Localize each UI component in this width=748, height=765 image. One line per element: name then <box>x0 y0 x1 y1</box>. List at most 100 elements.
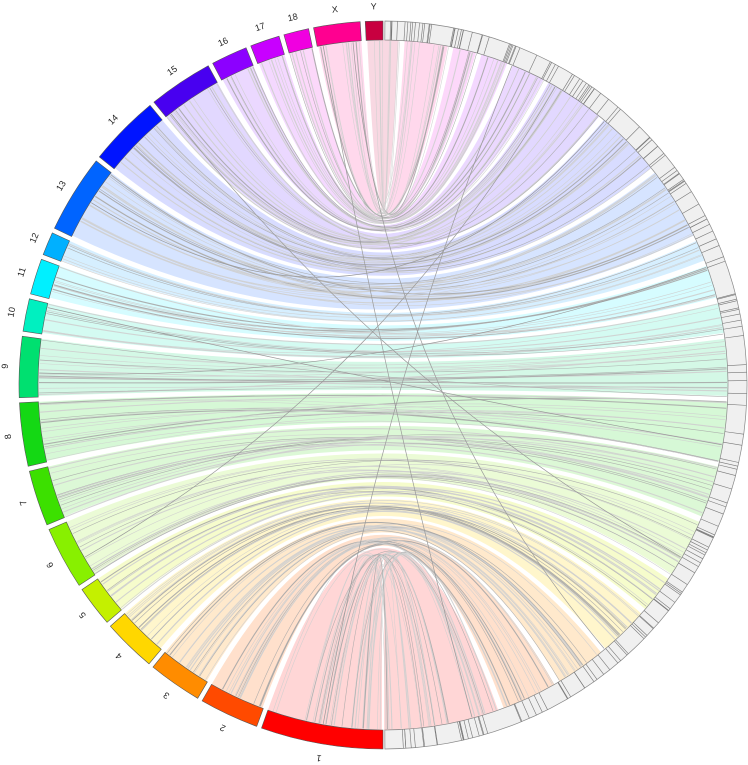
segment-label: 1 <box>316 753 323 764</box>
right-track-tick <box>721 313 741 318</box>
band-14 <box>114 119 652 277</box>
right-track-tick <box>707 500 727 508</box>
right-track-tick <box>635 137 651 151</box>
link-9 <box>39 386 727 389</box>
right-track-tick <box>648 153 665 166</box>
right-track-tick <box>705 507 724 515</box>
right-track-tick <box>608 646 621 661</box>
link-17 <box>268 59 494 223</box>
segment-label: 16 <box>216 35 229 48</box>
right-track-tick <box>514 703 523 722</box>
right-track-tick <box>451 28 456 47</box>
link-13 <box>109 175 666 284</box>
right-track-tick <box>664 583 681 596</box>
right-track-tick <box>719 461 738 467</box>
link-16 <box>226 71 526 231</box>
right-track-tick <box>718 298 737 304</box>
link-11 <box>59 266 716 335</box>
right-track-tick <box>697 526 715 536</box>
link-2 <box>240 543 507 707</box>
right-track-tick <box>689 218 708 228</box>
link-2 <box>237 539 540 697</box>
link-4 <box>129 500 640 618</box>
right-track-tick <box>720 307 739 313</box>
right-track-tick <box>698 238 717 247</box>
link-15 <box>178 90 562 243</box>
right-track-tick <box>422 23 426 43</box>
link-8 <box>39 400 719 462</box>
link-5 <box>111 488 661 597</box>
link-3 <box>193 530 560 681</box>
right-track-tick <box>457 29 462 49</box>
right-track-tick <box>650 154 666 168</box>
link-1 <box>379 556 402 729</box>
link-14 <box>154 125 610 256</box>
right-track-tick <box>450 28 455 47</box>
right-track-tick <box>569 78 580 95</box>
segment-2 <box>201 683 264 727</box>
link-13 <box>80 219 686 304</box>
band-separator <box>48 297 718 343</box>
link-11 <box>56 269 708 330</box>
band-separator <box>262 545 504 709</box>
link-1 <box>306 554 393 729</box>
link-14 <box>133 141 627 266</box>
right-track-tick <box>667 179 684 191</box>
link-14 <box>130 151 651 273</box>
right-track-tick <box>473 717 480 737</box>
right-track-tick <box>718 300 738 306</box>
right-track-tick <box>396 21 398 41</box>
link-16 <box>230 76 538 232</box>
right-track-tick <box>692 224 710 233</box>
right-track-tick <box>564 75 575 92</box>
right-track-tick <box>724 335 744 339</box>
right-track-tick <box>580 86 593 103</box>
link-2 <box>235 540 525 699</box>
link-15 <box>193 87 557 240</box>
right-track-tick <box>607 108 621 124</box>
segment-17 <box>250 35 285 64</box>
link-X <box>355 42 444 215</box>
link-9 <box>40 341 725 366</box>
link-4 <box>138 507 620 636</box>
link-7 <box>57 436 714 497</box>
right-track-tick <box>597 654 611 670</box>
right-track <box>384 20 748 750</box>
link-15 <box>183 86 556 242</box>
link-layer <box>39 40 727 729</box>
link-7 <box>59 442 709 503</box>
right-track-tick <box>701 245 720 254</box>
right-track-tick <box>557 682 568 699</box>
segment-label: 17 <box>254 21 267 34</box>
right-track-tick <box>638 615 654 630</box>
link-8 <box>43 413 722 448</box>
segment-label: 8 <box>3 434 14 440</box>
link-13 <box>94 195 689 300</box>
right-track-tick <box>659 590 676 603</box>
link-1 <box>351 555 412 728</box>
right-track-tick <box>631 623 646 638</box>
right-track-tick <box>417 22 420 42</box>
link-8 <box>47 412 725 461</box>
link-8 <box>43 406 726 442</box>
right-track-tick <box>717 470 736 476</box>
right-track-tick <box>637 139 653 153</box>
segment-6 <box>48 521 96 586</box>
right-track-tick <box>709 496 728 504</box>
right-track-tick <box>585 663 598 680</box>
segment-label: Y <box>371 1 377 11</box>
right-track-tick <box>409 728 412 748</box>
link-16 <box>252 66 530 228</box>
segment-label: 6 <box>44 560 55 569</box>
segment-label: 10 <box>6 306 18 318</box>
link-6 <box>81 469 679 563</box>
right-track-tick <box>691 538 709 548</box>
segment-12 <box>42 232 70 262</box>
right-track-tick <box>434 726 438 745</box>
link-3 <box>185 526 578 669</box>
link-14 <box>135 145 642 269</box>
right-track-tick <box>670 183 687 195</box>
band-separator <box>71 235 695 312</box>
right-track-tick <box>413 22 416 42</box>
right-track-tick <box>690 541 708 551</box>
